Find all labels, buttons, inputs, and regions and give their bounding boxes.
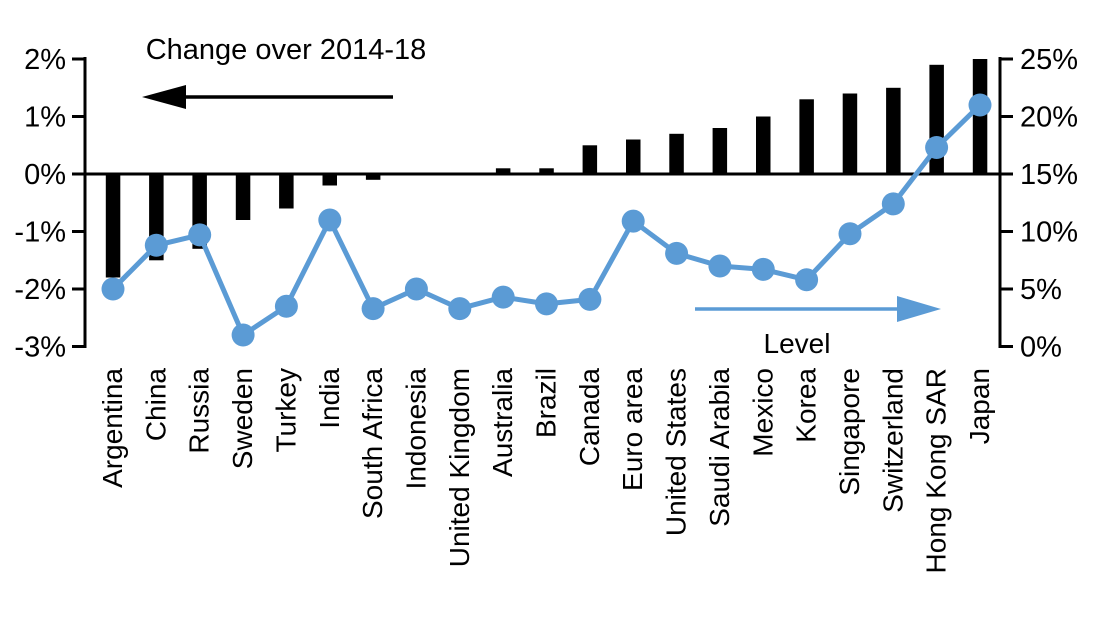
x-axis-label: Switzerland — [877, 368, 908, 513]
bar-Argentina — [105, 174, 121, 278]
bar-Sweden — [235, 174, 251, 220]
bar-Japan — [972, 59, 988, 174]
level-dot-Turkey — [274, 294, 298, 318]
level-dot-Hong Kong SAR — [925, 136, 949, 159]
level-dot-United Kingdom — [448, 297, 472, 321]
left-arrow-icon — [142, 85, 186, 109]
level-dot-Mexico — [751, 257, 775, 281]
level-dot-Saudi Arabia — [708, 254, 732, 278]
level-dot-Brazil — [535, 292, 558, 316]
bar-Switzerland — [886, 87, 901, 175]
x-axis-label: Euro area — [617, 368, 648, 491]
left-axis-tick-label: -2% — [14, 274, 66, 306]
right-axis-tick-label: 15% — [1020, 159, 1078, 191]
level-dot-India — [318, 208, 342, 232]
level-dot-Indonesia — [404, 277, 428, 301]
bar-United States — [669, 133, 684, 175]
x-axis-label: United Kingdom — [444, 368, 475, 567]
x-axis-label: Sweden — [227, 368, 258, 469]
left-axis-tick-label: 0% — [24, 159, 66, 191]
bar-Canada — [582, 145, 598, 175]
right-axis-tick-label: 5% — [1020, 274, 1062, 306]
level-dot-Korea — [795, 268, 819, 292]
x-axis-label: Singapore — [834, 368, 865, 496]
x-axis-label: Japan — [964, 368, 995, 444]
right-arrow-icon — [897, 296, 941, 322]
x-axis-label: South Africa — [357, 368, 388, 519]
level-dot-Canada — [578, 287, 602, 311]
x-axis-label: Turkey — [270, 368, 301, 453]
left-axis-tick-label: 2% — [24, 44, 66, 76]
bar-Korea — [799, 99, 814, 175]
bar-Saudi Arabia — [712, 128, 728, 174]
bar-Brazil — [539, 168, 554, 175]
level-dot-Argentina — [101, 277, 125, 301]
level-dot-China — [144, 233, 168, 257]
bar-series-label: Change over 2014-18 — [145, 34, 427, 66]
x-axis-label: Korea — [791, 368, 822, 443]
bar-Turkey — [279, 174, 294, 209]
level-dot-Australia — [491, 285, 515, 309]
bar-Australia — [495, 168, 511, 175]
level-dot-Sweden — [231, 323, 255, 347]
bar-Singapore — [842, 93, 858, 174]
bar-Euro area — [626, 139, 641, 174]
x-axis-label: Saudi Arabia — [704, 368, 735, 527]
left-axis-tick-label: -3% — [14, 332, 66, 364]
level-dot-Russia — [188, 223, 212, 247]
right-axis-tick-label: 20% — [1020, 102, 1078, 134]
bar-Mexico — [756, 116, 771, 174]
x-axis-label: United States — [661, 368, 692, 536]
x-axis-label: Canada — [574, 368, 605, 467]
bar-India — [322, 174, 337, 186]
x-axis-label: China — [140, 368, 171, 442]
x-axis-label: Indonesia — [400, 368, 431, 490]
x-axis-label: Australia — [487, 368, 518, 477]
level-dot-Japan — [968, 93, 992, 117]
left-axis-tick-label: -1% — [14, 217, 66, 249]
bar-South Africa — [365, 174, 381, 180]
level-dot-Singapore — [838, 222, 862, 246]
level-dot-Euro area — [621, 209, 645, 233]
right-axis-tick-label: 10% — [1020, 217, 1078, 249]
left-axis-tick-label: 1% — [24, 102, 66, 134]
level-dot-Switzerland — [881, 192, 905, 216]
x-axis-label: Hong Kong SAR — [921, 368, 952, 573]
x-axis-label: Russia — [184, 368, 215, 454]
line-series-label: Level — [763, 328, 831, 359]
x-axis-label: Mexico — [747, 368, 778, 457]
x-axis-label: Brazil — [531, 368, 562, 438]
right-axis-tick-label: 0% — [1020, 332, 1062, 364]
x-axis-label: Argentina — [97, 368, 128, 488]
x-axis-label: India — [314, 368, 345, 429]
level-dot-United States — [665, 241, 689, 265]
level-dot-South Africa — [361, 297, 385, 321]
right-axis-tick-label: 25% — [1020, 44, 1078, 76]
